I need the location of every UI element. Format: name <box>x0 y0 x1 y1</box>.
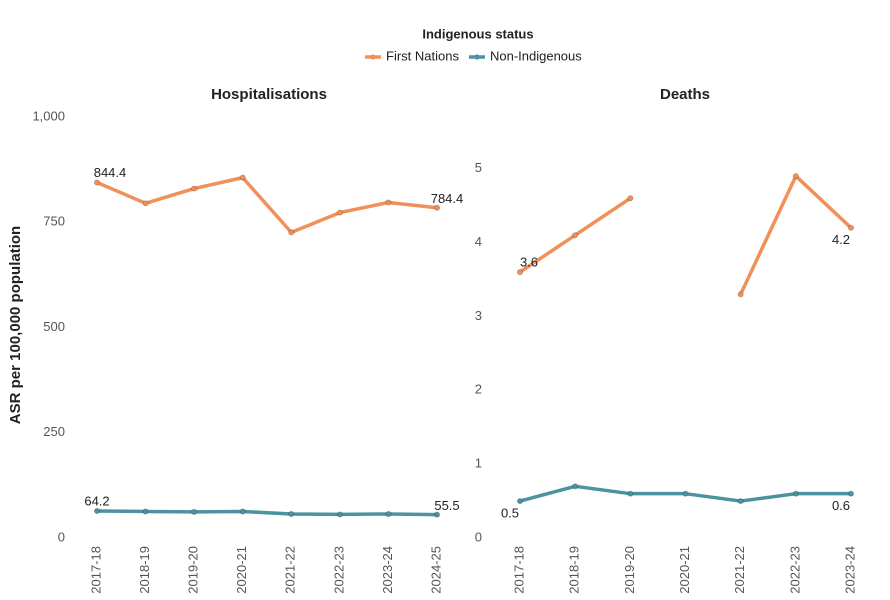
data-point <box>737 497 744 505</box>
data-point <box>682 490 689 497</box>
data-label: 0.6 <box>832 498 850 513</box>
data-point <box>737 291 744 298</box>
data-point <box>288 510 295 518</box>
series-line <box>96 509 438 517</box>
legend-swatch-point <box>474 54 480 60</box>
panel-title: Deaths <box>660 86 710 103</box>
y-tick-label: 5 <box>475 160 482 175</box>
data-label: 3.6 <box>520 255 538 270</box>
x-tick-label: 2023-24 <box>842 546 857 594</box>
legend-label: First Nations <box>386 48 459 63</box>
data-point <box>572 483 579 490</box>
panel-title: Hospitalisations <box>211 86 327 103</box>
x-tick-label: 2017-18 <box>511 546 526 594</box>
series-line <box>96 175 438 235</box>
legend-title: Indigenous status <box>422 26 533 41</box>
x-tick-label: 2018-19 <box>567 546 582 594</box>
data-point <box>433 511 441 518</box>
y-tick-label: 500 <box>43 319 65 334</box>
y-tick-label: 750 <box>43 214 65 229</box>
data-label: 0.5 <box>501 506 519 521</box>
legend-swatch-point <box>370 54 376 60</box>
x-tick-label: 2022-23 <box>787 546 802 594</box>
data-point <box>142 200 149 207</box>
data-point <box>847 490 855 497</box>
data-label: 64.2 <box>84 493 109 508</box>
data-point <box>516 497 524 505</box>
x-tick-label: 2020-21 <box>234 546 249 594</box>
data-point <box>627 195 634 202</box>
y-tick-label: 2 <box>475 382 482 397</box>
data-label: 844.4 <box>94 165 127 180</box>
y-tick-label: 1,000 <box>32 108 65 123</box>
x-tick-label: 2024-25 <box>428 546 443 594</box>
data-point <box>336 511 343 518</box>
y-axis-label: ASR per 100,000 population <box>7 226 24 424</box>
x-tick-label: 2017-18 <box>88 546 103 594</box>
data-point <box>385 510 392 518</box>
data-point <box>627 490 634 497</box>
x-tick-label: 2019-20 <box>186 546 201 594</box>
data-point <box>239 508 246 515</box>
y-tick-label: 1 <box>475 456 482 471</box>
data-label: 784.4 <box>431 191 464 206</box>
data-point <box>239 174 246 181</box>
data-point <box>433 204 441 211</box>
series-line <box>519 174 853 296</box>
data-label: 55.5 <box>434 498 459 513</box>
y-tick-label: 0 <box>58 529 65 544</box>
x-tick-label: 2023-24 <box>380 546 395 594</box>
y-tick-label: 4 <box>475 234 482 249</box>
data-point <box>385 199 392 206</box>
data-point <box>847 224 855 231</box>
legend-label: Non-Indigenous <box>490 48 582 63</box>
data-point <box>516 269 524 276</box>
x-tick-label: 2022-23 <box>331 546 346 594</box>
data-point <box>792 490 799 497</box>
x-tick-label: 2021-22 <box>732 546 747 594</box>
legend: First Nations Non-Indigenous <box>365 48 582 63</box>
data-point <box>572 232 579 239</box>
x-tick-label: 2020-21 <box>677 546 692 594</box>
data-point <box>93 507 101 515</box>
data-point <box>336 209 343 216</box>
data-point <box>142 508 149 515</box>
x-tick-label: 2019-20 <box>622 546 637 594</box>
y-tick-label: 3 <box>475 308 482 323</box>
data-point <box>792 172 799 180</box>
data-point <box>93 179 101 186</box>
y-tick-label: 0 <box>475 529 482 544</box>
x-tick-label: 2021-22 <box>283 546 298 594</box>
data-point <box>288 229 295 236</box>
data-label: 4.2 <box>832 232 850 247</box>
x-tick-label: 2018-19 <box>137 546 152 594</box>
data-point <box>191 508 198 515</box>
y-tick-label: 250 <box>43 424 65 439</box>
data-point <box>191 185 198 192</box>
